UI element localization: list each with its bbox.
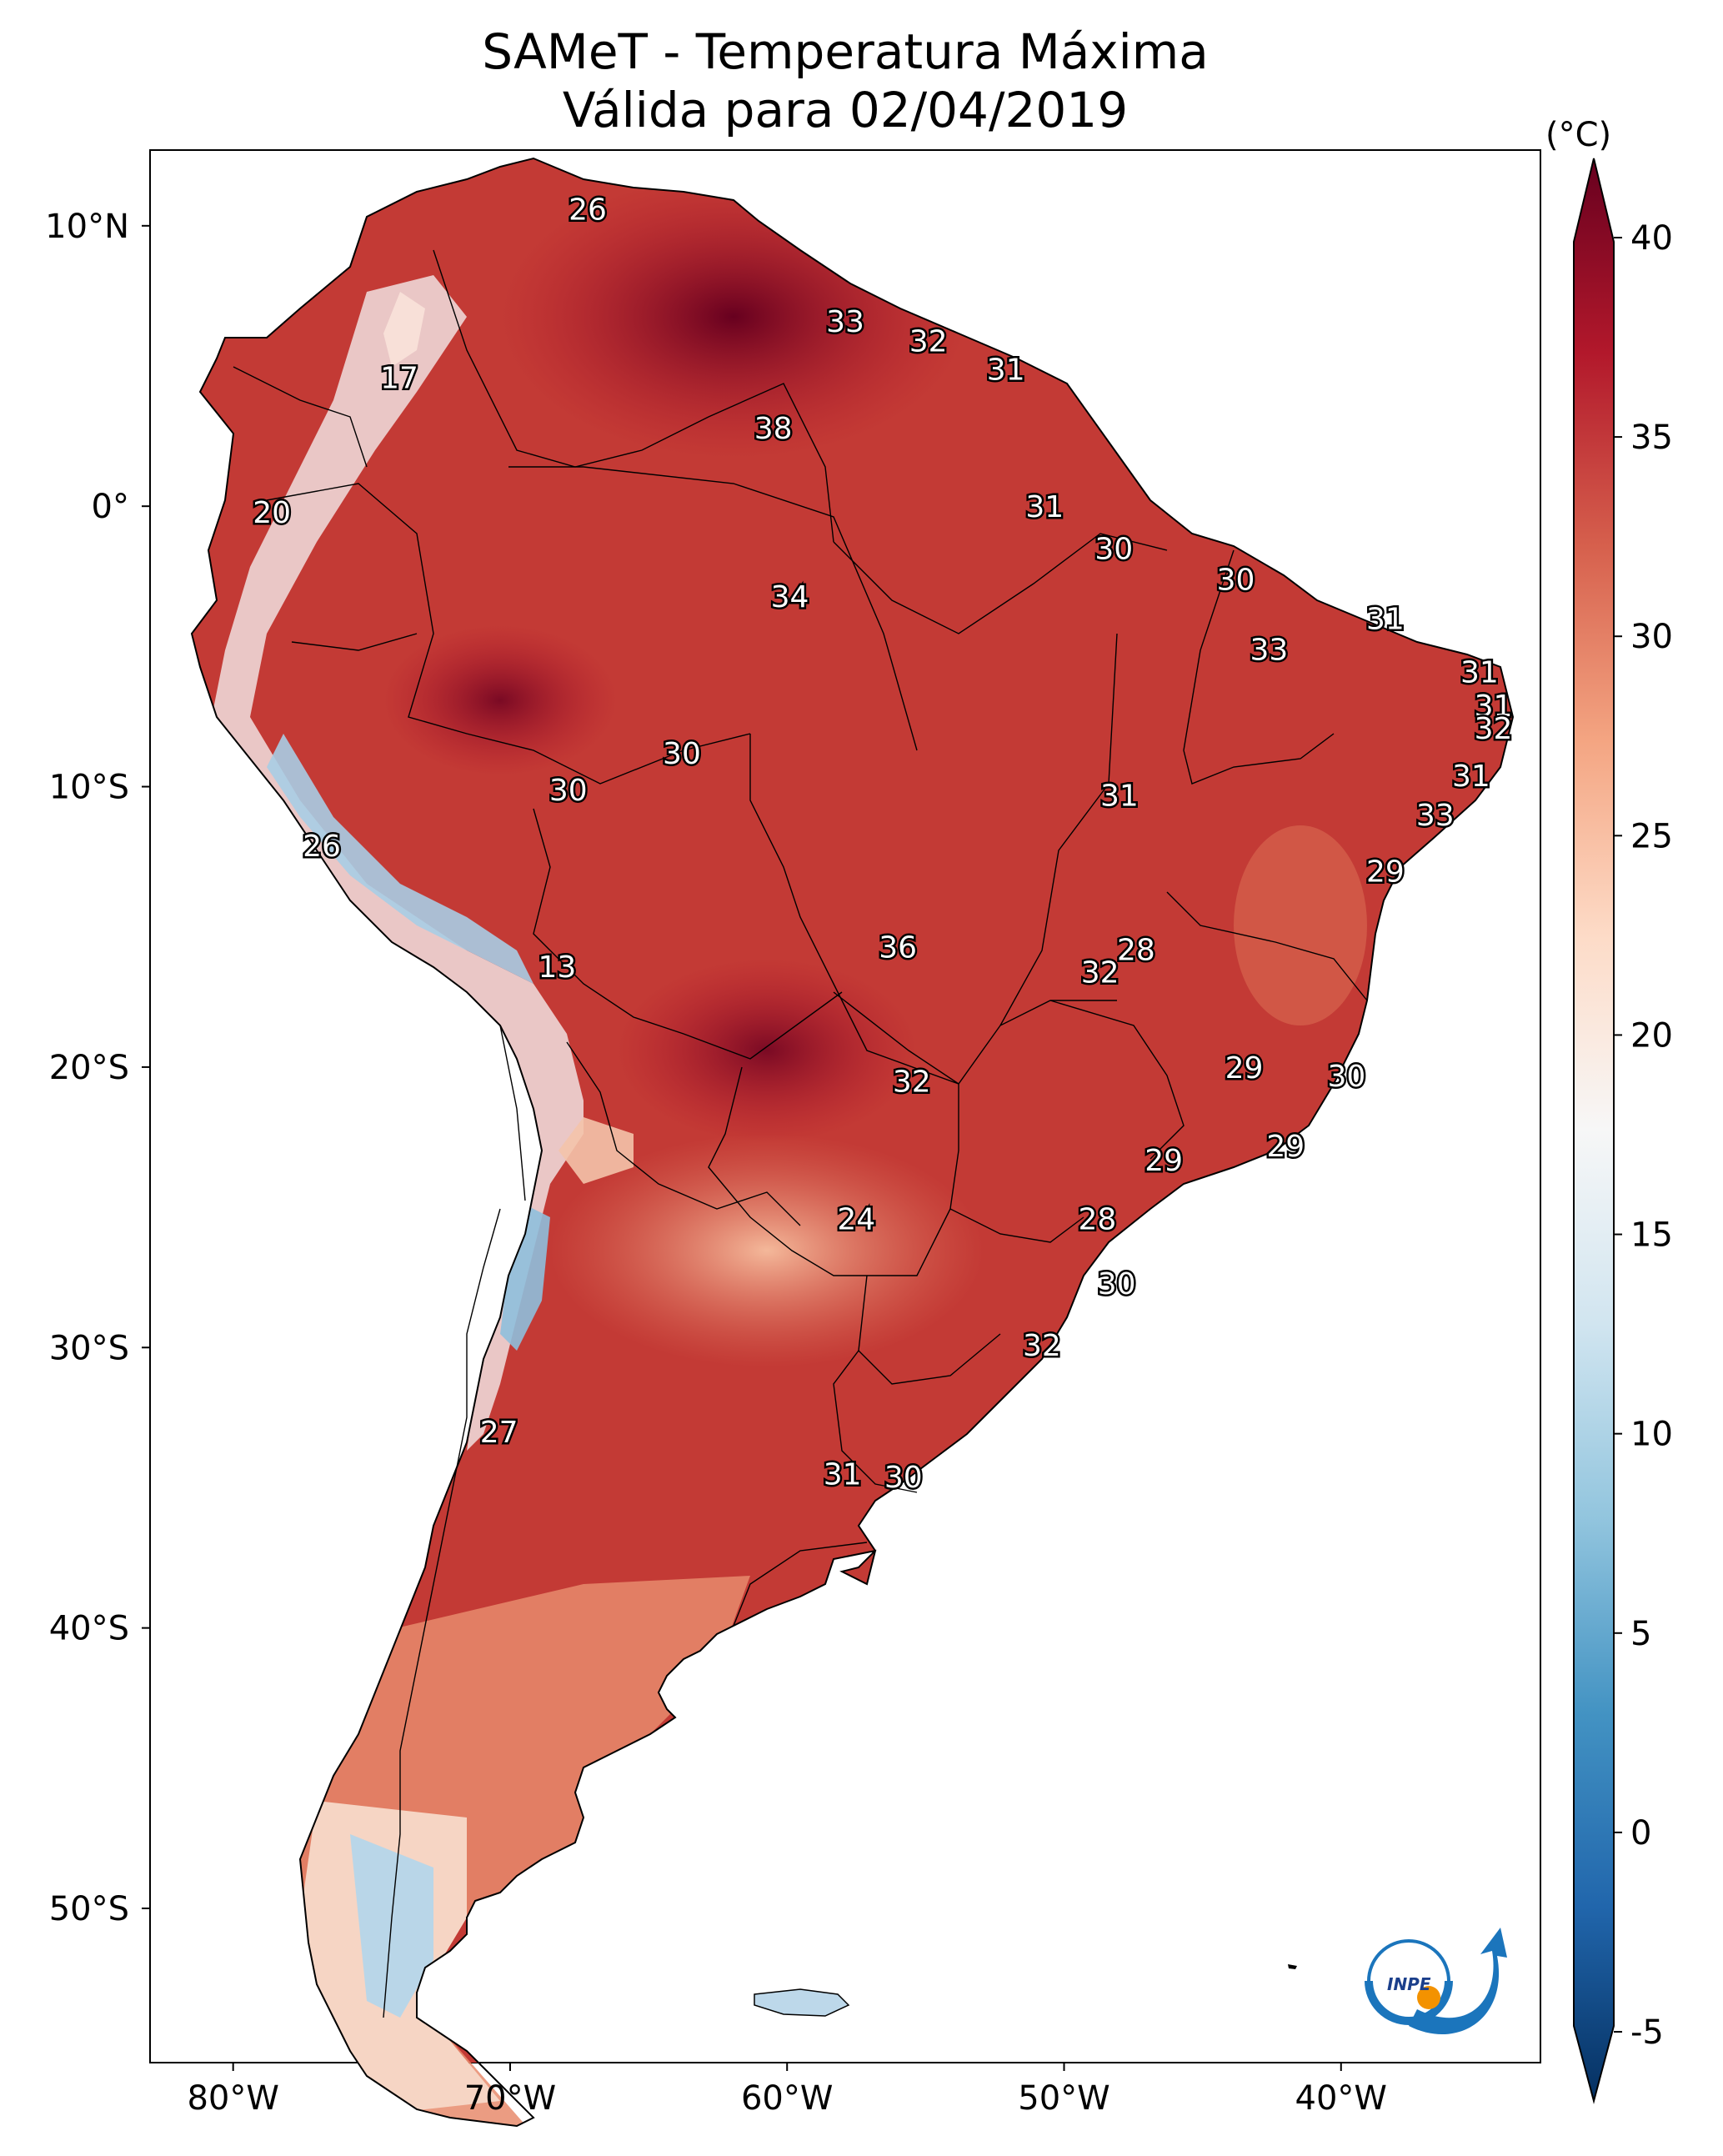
temperature-label: 33	[1250, 634, 1288, 668]
temperature-label: 31	[987, 353, 1025, 387]
temperature-label: 30	[1217, 564, 1255, 598]
temperature-label: 30	[884, 1461, 923, 1495]
colorbar-ticks: 40 35 30 25 20 15 10 5 0 -5	[1614, 219, 1673, 2052]
temperature-label: 26	[303, 830, 341, 864]
temperature-label: 38	[754, 412, 793, 446]
colorbar-tick-label: 40	[1630, 219, 1673, 258]
temperature-label: 32	[1081, 956, 1119, 990]
temperature-label: 30	[549, 774, 588, 808]
temperature-label: 17	[380, 361, 418, 395]
temperature-label: 32	[893, 1065, 931, 1100]
latitude-tick-label: 0°	[92, 488, 129, 526]
temperature-label: 30	[1098, 1267, 1136, 1301]
temperature-label: 20	[253, 496, 291, 530]
colorbar-tick-label: 5	[1630, 1615, 1651, 1653]
temperature-label: 31	[1025, 490, 1064, 524]
temperature-label: 30	[663, 737, 701, 771]
temperature-label: 28	[1078, 1203, 1116, 1237]
temperature-label: 31	[824, 1458, 862, 1492]
colorbar-tick-label: 35	[1630, 419, 1673, 457]
colorbar-tick-label: 20	[1630, 1016, 1673, 1055]
temperature-label: 30	[1094, 533, 1133, 567]
arrow-icon	[1409, 1928, 1507, 2035]
colorbar-bar	[1573, 158, 1615, 2104]
temperature-label: 30	[1328, 1060, 1366, 1094]
temperature-label: 32	[1475, 712, 1513, 746]
colorbar-tick-label: -5	[1630, 2013, 1664, 2052]
longitude-tick-label: 70°W	[464, 2079, 556, 2118]
temperature-label: 31	[1475, 689, 1513, 724]
temperature-label: 29	[1366, 855, 1405, 889]
temperature-label: 32	[1023, 1329, 1061, 1363]
temperature-label: 29	[1144, 1144, 1183, 1178]
longitude-tick-label: 50°W	[1018, 2079, 1109, 2118]
temperature-label: 36	[879, 930, 917, 965]
political-borders	[233, 249, 1368, 2018]
longitude-tick-label: 40°W	[1295, 2079, 1387, 2118]
longitude-tick-label: 80°W	[187, 2079, 278, 2118]
latitude-tick-label: 50°S	[49, 1890, 129, 1928]
temperature-label: 31	[1366, 603, 1405, 637]
falkland-islands	[754, 1988, 850, 2017]
colorbar-tick-label: 10	[1630, 1416, 1673, 1454]
temperature-label: 32	[909, 325, 948, 359]
temperature-label: 31	[1460, 656, 1499, 690]
small-island	[1288, 1964, 1297, 1969]
latitude-tick-label: 20°S	[49, 1049, 129, 1087]
inpe-logo-text: INPE	[1387, 1974, 1431, 1994]
colorbar-tick-label: 30	[1630, 618, 1673, 656]
latitude-axis: 10°N 0° 10°S 20°S 30°S 40°S 50°S	[45, 208, 150, 1928]
colorbar: (°C) 40 35 30 25 20 15 10 5 0 -5	[1545, 116, 1673, 2104]
temperature-label: 29	[1225, 1051, 1264, 1086]
latitude-tick-label: 10°S	[49, 769, 129, 807]
temperature-label: 27	[480, 1416, 518, 1450]
colorbar-unit-label: (°C)	[1545, 116, 1611, 154]
colorbar-tick-label: 15	[1630, 1216, 1673, 1255]
inpe-logo: INPE	[1365, 1928, 1507, 2035]
temperature-label: 29	[1266, 1130, 1305, 1164]
temperature-label: 13	[538, 950, 577, 985]
longitude-axis: 80°W 70°W 60°W 50°W 40°W	[187, 2063, 1387, 2118]
temperature-label: 26	[568, 193, 607, 228]
latitude-tick-label: 30°S	[49, 1329, 129, 1367]
temperature-label: 31	[1100, 780, 1139, 814]
map-title: SAMeT - Temperatura Máxima	[482, 23, 1209, 80]
latitude-tick-label: 10°N	[45, 208, 129, 246]
temperature-label: 28	[1117, 934, 1155, 968]
latitude-tick-label: 40°S	[49, 1610, 129, 1648]
longitude-tick-label: 60°W	[741, 2079, 833, 2118]
colorbar-tick-label: 0	[1630, 1814, 1651, 1853]
temperature-label: 34	[771, 580, 809, 614]
temperature-label: 33	[1416, 799, 1455, 833]
temperature-label: 24	[837, 1203, 875, 1237]
colorbar-tick-label: 25	[1630, 817, 1673, 855]
temperature-label: 33	[826, 305, 864, 339]
temperature-label: 31	[1452, 760, 1490, 794]
map-subtitle: Válida para 02/04/2019	[562, 82, 1129, 138]
